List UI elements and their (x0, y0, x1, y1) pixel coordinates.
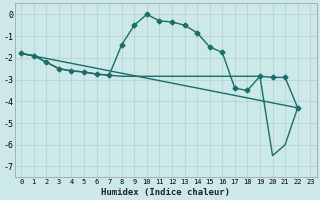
X-axis label: Humidex (Indice chaleur): Humidex (Indice chaleur) (101, 188, 230, 197)
